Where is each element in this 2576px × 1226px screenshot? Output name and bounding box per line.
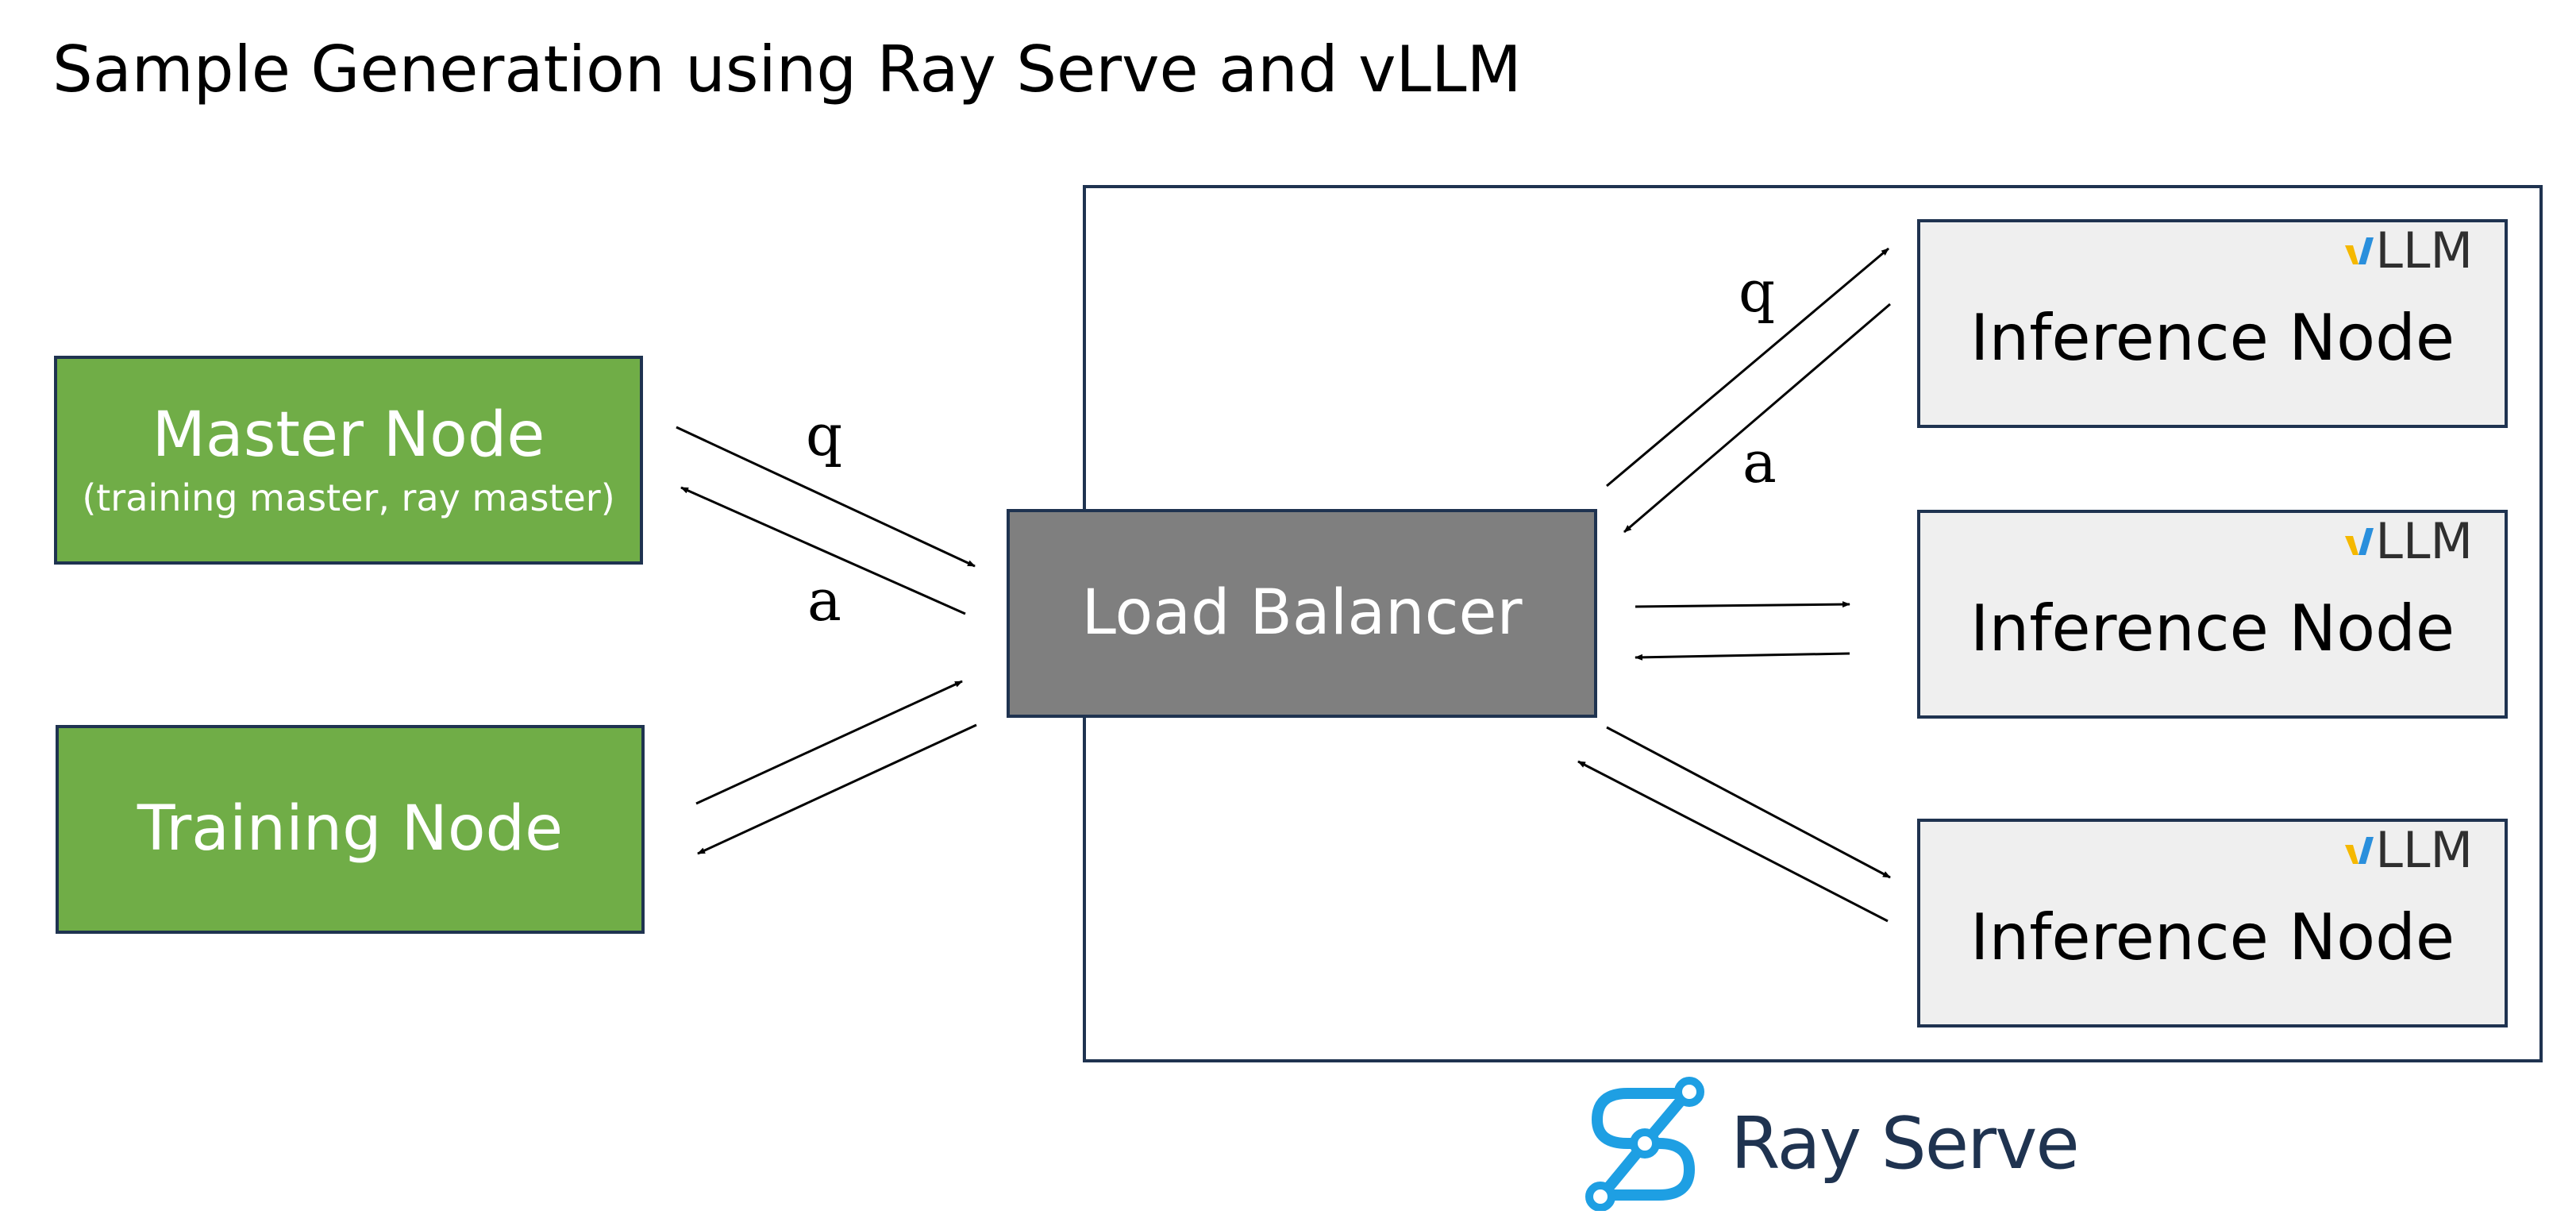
vllm-badge-text: LLM — [2375, 222, 2473, 280]
ray-serve-logo-icon — [1585, 1077, 1704, 1211]
arrow-lb-to-training — [697, 723, 977, 855]
load-balancer: Load Balancer — [1007, 509, 1597, 718]
master-a-label: a — [807, 567, 841, 634]
inference-q-label: q — [1739, 258, 1776, 325]
inference-node: LLM Inference Node — [1917, 819, 2508, 1027]
master-node: Master Node (training master, ray master… — [54, 356, 643, 565]
vllm-badge: LLM — [2345, 512, 2473, 570]
arrow-inference-3-to-lb — [1577, 760, 1889, 923]
training-node: Training Node — [56, 725, 645, 934]
arrow-lb-to-master — [680, 486, 966, 615]
vllm-icon — [2345, 837, 2374, 865]
arrow-training-to-lb — [695, 680, 963, 805]
inference-a-label: a — [1742, 429, 1777, 495]
master-q-label: q — [806, 402, 843, 468]
arrow-lb-to-inference-3 — [1606, 726, 1891, 879]
vllm-badge: LLM — [2345, 823, 2473, 877]
inference-node: LLM Inference Node — [1917, 219, 2508, 428]
vllm-icon — [2345, 528, 2374, 556]
inference-node: LLM Inference Node — [1917, 510, 2508, 719]
vllm-icon — [2345, 237, 2374, 265]
arrow-inference-1-to-lb — [1623, 303, 1891, 534]
arrow-inference-2-to-lb — [1635, 652, 1850, 661]
ray-serve-logo: Ray Serve — [1580, 1076, 2080, 1211]
page-title: Sample Generation using Ray Serve and vL… — [52, 33, 1522, 106]
vllm-badge-text: LLM — [2375, 512, 2473, 570]
inference-node-title: Inference Node — [1970, 592, 2455, 665]
vllm-badge: LLM — [2345, 222, 2473, 280]
inference-node-title: Inference Node — [1970, 301, 2455, 375]
arrow-master-to-lb — [676, 426, 976, 568]
training-node-title: Training Node — [137, 792, 564, 865]
master-node-title: Master Node — [152, 399, 545, 472]
ray-serve-logo-text: Ray Serve — [1731, 1101, 2080, 1186]
master-node-subtitle: (training master, ray master) — [82, 476, 615, 519]
load-balancer-title: Load Balancer — [1081, 576, 1523, 649]
arrow-lb-to-inference-1 — [1606, 247, 1889, 488]
arrow-lb-to-inference-2 — [1635, 601, 1850, 608]
vllm-badge-text: LLM — [2375, 821, 2473, 879]
inference-node-title: Inference Node — [1970, 900, 2455, 974]
